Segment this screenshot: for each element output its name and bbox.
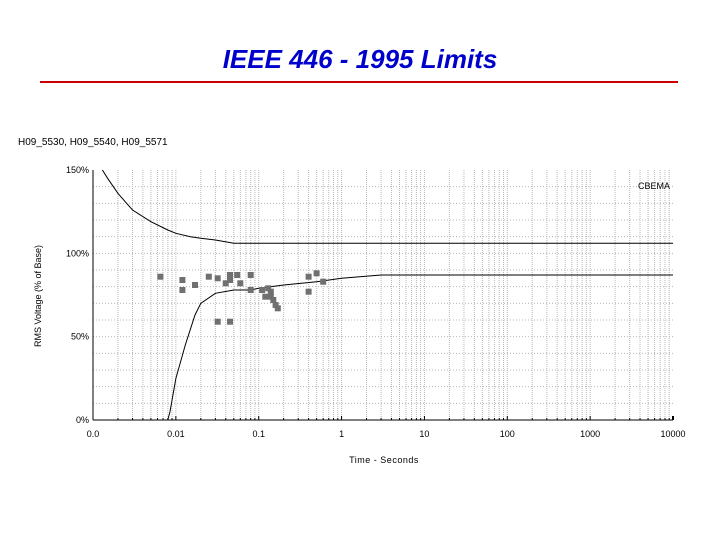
data-point bbox=[179, 277, 186, 283]
data-point bbox=[179, 287, 186, 293]
y-tick-label: 100% bbox=[66, 248, 89, 258]
x-axis-label: Time - Seconds bbox=[349, 455, 419, 465]
data-point bbox=[305, 288, 312, 295]
data-point bbox=[205, 273, 212, 280]
x-tick-label: 1 bbox=[339, 429, 344, 439]
data-point bbox=[214, 318, 221, 325]
data-point bbox=[270, 297, 277, 303]
data-point bbox=[313, 270, 320, 277]
data-point bbox=[274, 305, 281, 312]
data-point bbox=[267, 288, 274, 295]
y-tick-label: 50% bbox=[71, 332, 89, 342]
data-point bbox=[222, 280, 229, 287]
lower-limit-curve bbox=[93, 274, 673, 421]
data-point bbox=[237, 280, 244, 287]
data-point bbox=[234, 272, 241, 278]
chart-subtitle: H09_5530, H09_5540, H09_5571 bbox=[18, 137, 168, 148]
limit-curves bbox=[93, 169, 673, 421]
data-point bbox=[247, 287, 254, 293]
data-point bbox=[157, 273, 164, 280]
data-point bbox=[267, 293, 274, 300]
data-point bbox=[262, 293, 269, 300]
grid bbox=[92, 170, 673, 420]
x-tick-labels: 0.0 0.01 0.1 1 10 100 1000 10000 bbox=[87, 429, 686, 439]
data-point bbox=[265, 285, 272, 292]
x-tick-label: 0.1 bbox=[252, 429, 265, 439]
axes bbox=[92, 170, 674, 421]
data-point bbox=[305, 273, 312, 280]
y-tick-label: 0% bbox=[76, 415, 89, 425]
data-point bbox=[247, 272, 254, 278]
data-point bbox=[272, 302, 279, 308]
upper-limit-curve bbox=[101, 169, 673, 244]
x-tick-label: 10 bbox=[419, 429, 429, 439]
data-point bbox=[227, 318, 233, 325]
x-tick-label: 10000 bbox=[660, 429, 685, 439]
x-tick-label: 100 bbox=[500, 429, 515, 439]
title-rule bbox=[40, 81, 678, 83]
data-point bbox=[192, 282, 198, 288]
x-tick-label: 0.01 bbox=[167, 429, 185, 439]
data-point bbox=[214, 275, 221, 282]
slide-title: IEEE 446 - 1995 Limits bbox=[222, 44, 498, 74]
data-point bbox=[227, 277, 233, 283]
y-tick-labels: 0% 50% 100% 150% bbox=[66, 165, 89, 425]
x-tick-label: 0.0 bbox=[87, 429, 100, 439]
data-point bbox=[259, 287, 266, 293]
data-point bbox=[320, 278, 327, 285]
x-tick-label: 1000 bbox=[580, 429, 600, 439]
y-tick-label: 150% bbox=[66, 165, 89, 175]
data-point bbox=[227, 272, 233, 278]
data-points bbox=[157, 270, 327, 325]
curve-label: CBEMA bbox=[638, 181, 670, 191]
